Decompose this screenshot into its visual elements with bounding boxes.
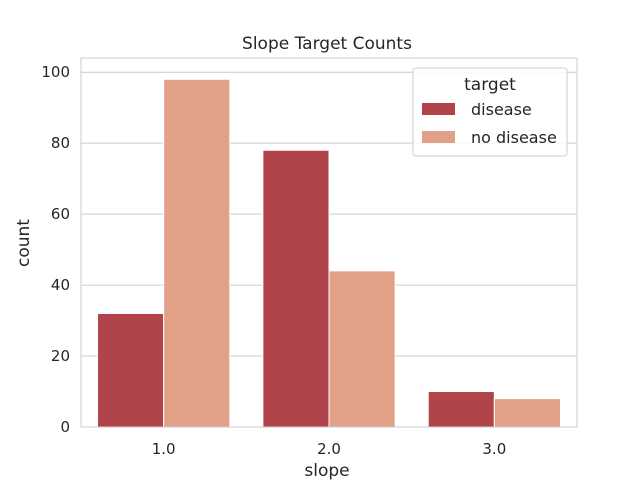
y-tick-label: 20	[51, 347, 70, 365]
bar-disease-3.0	[427, 391, 495, 428]
bars	[97, 78, 561, 428]
x-tick-label: 3.0	[482, 440, 506, 458]
legend-label-no-disease: no disease	[471, 128, 557, 147]
x-axis-label: slope	[304, 461, 349, 480]
x-tick-label: 2.0	[317, 440, 341, 458]
y-tick-label: 80	[51, 134, 70, 152]
y-tick-label: 60	[51, 205, 70, 223]
bar-disease-2.0	[262, 149, 330, 428]
legend-label-disease: disease	[471, 100, 532, 119]
legend-swatch-no-disease	[422, 131, 455, 143]
bar-no-disease-3.0	[493, 398, 561, 428]
chart-title: Slope Target Counts	[242, 34, 412, 54]
legend-swatch-disease	[422, 103, 455, 115]
bar-disease-1.0	[97, 312, 165, 428]
bar-no-disease-1.0	[163, 78, 231, 428]
legend-title: target	[464, 75, 516, 95]
x-tick-label: 1.0	[152, 440, 176, 458]
plot-area-frame	[80, 57, 578, 428]
y-tick-labels: 0 20 40 60 80 100	[41, 63, 70, 436]
y-tick-label: 0	[60, 418, 70, 436]
legend: target disease no disease	[412, 67, 568, 157]
y-axis-label: count	[14, 219, 34, 267]
y-tick-label: 40	[51, 276, 70, 294]
bar-no-disease-2.0	[328, 270, 396, 428]
y-tick-label: 100	[41, 63, 70, 81]
x-tick-labels: 1.0 2.0 3.0	[152, 440, 507, 458]
